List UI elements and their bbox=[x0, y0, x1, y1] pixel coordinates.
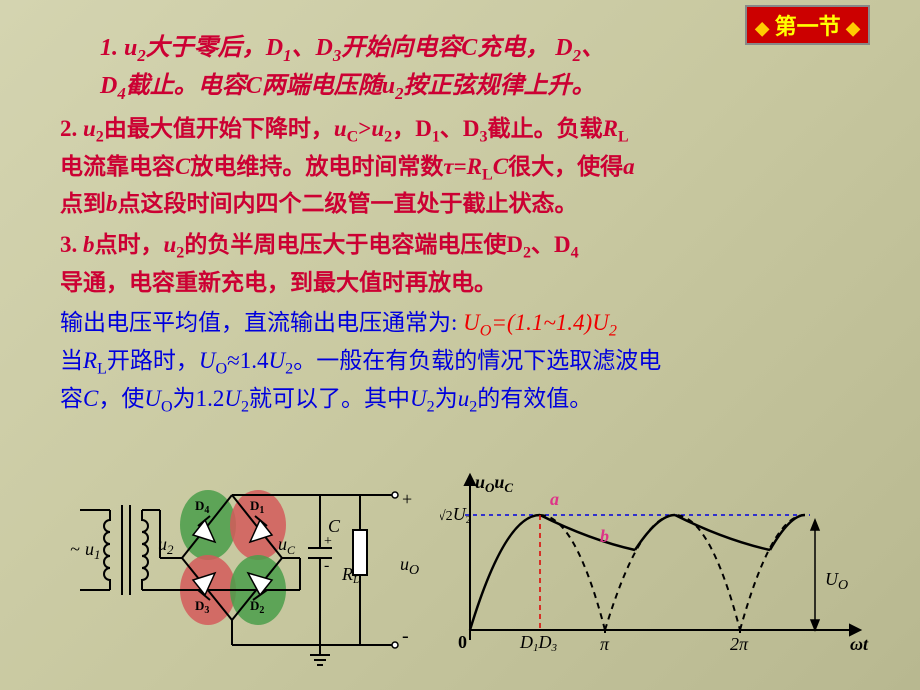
diamond-icon-left: ◆ bbox=[755, 18, 769, 38]
label-pi: π bbox=[600, 634, 610, 654]
label-uo: uO bbox=[400, 554, 419, 578]
circuit-diagram: ~ u1 u2 uC uO C + - RL + - D1 D2 D3 D4 bbox=[60, 470, 430, 670]
label-Uo: UO bbox=[825, 569, 848, 593]
paragraph-4: 输出电压平均值，直流输出电压通常为: UO=(1.1~1.4)U2 当RL开路时… bbox=[60, 306, 860, 419]
label-b: b bbox=[600, 526, 609, 546]
label-u2: u2 bbox=[158, 534, 174, 557]
label-tilde: ~ bbox=[70, 539, 80, 559]
diamond-icon-right: ◆ bbox=[846, 18, 860, 38]
label-sqrt2u2: √2U2 bbox=[440, 504, 471, 526]
paragraph-3: 3. b点时，u2的负半周电压大于电容端电压使D2、D4 导通，电容重新充电，到… bbox=[60, 228, 860, 300]
label-d1d3: D1D3 bbox=[519, 632, 558, 654]
label-2pi: 2π bbox=[730, 634, 749, 654]
content-area: 1. u2大于零后，D1、D3开始向电容C充电， D2、 D4截止。电容C两端电… bbox=[0, 0, 920, 419]
label-cap-plus: + bbox=[324, 534, 332, 549]
diagrams-container: ~ u1 u2 uC uO C + - RL + - D1 D2 D3 D4 bbox=[0, 460, 920, 670]
label-u1: u1 bbox=[85, 539, 101, 562]
label-minus: - bbox=[402, 625, 409, 647]
label-zero: 0 bbox=[458, 632, 467, 652]
label-yaxis: uOuC bbox=[475, 472, 513, 495]
label-plus: + bbox=[402, 489, 412, 509]
paragraph-2: 2. u2由最大值开始下降时，uC>u2，D1、D3截止。负载RL 电流靠电容C… bbox=[60, 112, 860, 222]
label-xaxis: ωt bbox=[850, 634, 869, 654]
label-uc: uC bbox=[278, 534, 296, 557]
label-cap-minus: - bbox=[324, 557, 329, 574]
badge-text: 第一节 bbox=[775, 14, 841, 39]
section-badge: ◆ 第一节 ◆ bbox=[745, 5, 870, 45]
waveform-diagram: uOuC a b √2U2 UO 0 D1D3 π 2π ωt bbox=[440, 470, 880, 670]
label-C: C bbox=[328, 516, 341, 536]
label-a: a bbox=[550, 489, 559, 509]
